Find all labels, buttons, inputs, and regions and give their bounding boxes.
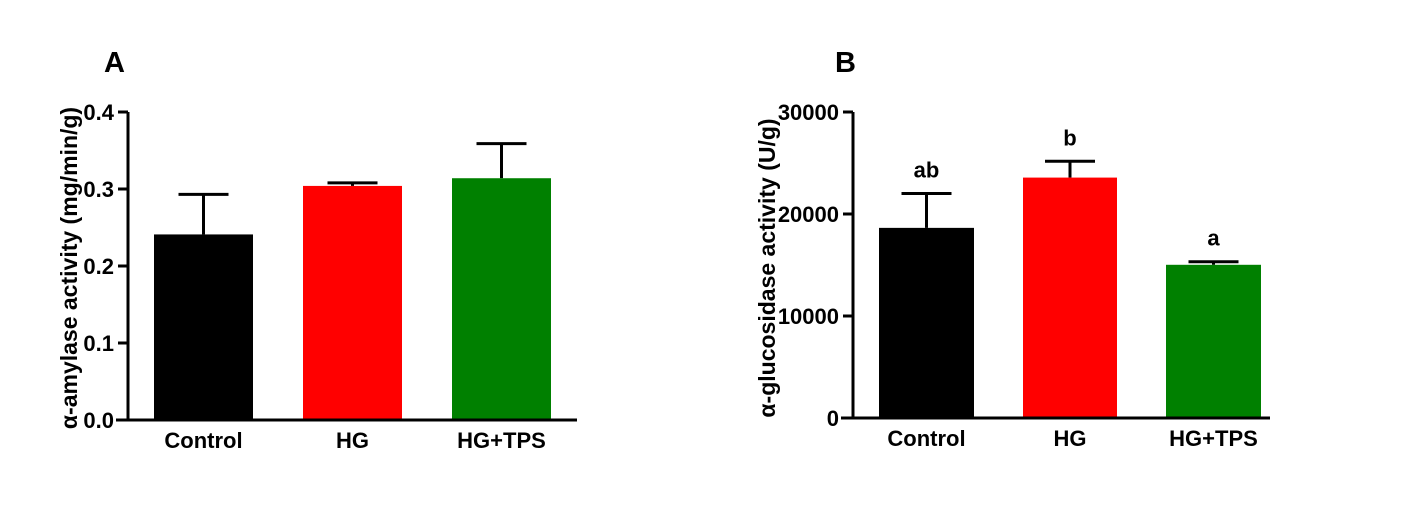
x-tick-label: HG+TPS [457, 428, 546, 453]
y-tick-label: 0.3 [83, 177, 114, 202]
y-tick-label: 20000 [778, 202, 839, 227]
significance-label: b [1063, 125, 1076, 150]
panel-label-b: B [835, 47, 856, 79]
x-tick-label: Control [164, 428, 242, 453]
y-tick-label: 30000 [778, 100, 839, 125]
y-tick-label: 0 [827, 406, 839, 431]
significance-label: a [1207, 226, 1220, 251]
y-tick-label: 0.2 [83, 254, 114, 279]
x-tick-label: HG+TPS [1169, 426, 1258, 451]
bar-hg-tps [1166, 264, 1261, 418]
bar-control [879, 227, 974, 418]
chart-panel-a: A α-amylase activity (mg/min/g) Control H… [56, 47, 577, 453]
bar-hg-tps [452, 178, 551, 420]
panel-label-a: A [104, 47, 125, 79]
bar-control [154, 234, 253, 420]
significance-label: ab [914, 157, 940, 182]
x-tick-label: HG [336, 428, 369, 453]
bar-hg [303, 185, 402, 420]
y-axis-label-a: α-amylase activity (mg/min/g) [56, 107, 82, 429]
y-tick-label: 0.4 [83, 100, 114, 125]
y-axis-label-b: α-glucosidase activity (U/g) [754, 118, 780, 417]
x-tick-label: Control [887, 426, 965, 451]
bar-hg [1023, 177, 1117, 418]
y-tick-label: 10000 [778, 304, 839, 329]
y-tick-label: 0.1 [83, 331, 114, 356]
x-tick-label: HG [1054, 426, 1087, 451]
y-tick-label: 0.0 [83, 408, 114, 433]
chart-panel-b: B α-glucosidase activity (U/g) Controlab… [754, 47, 1270, 451]
